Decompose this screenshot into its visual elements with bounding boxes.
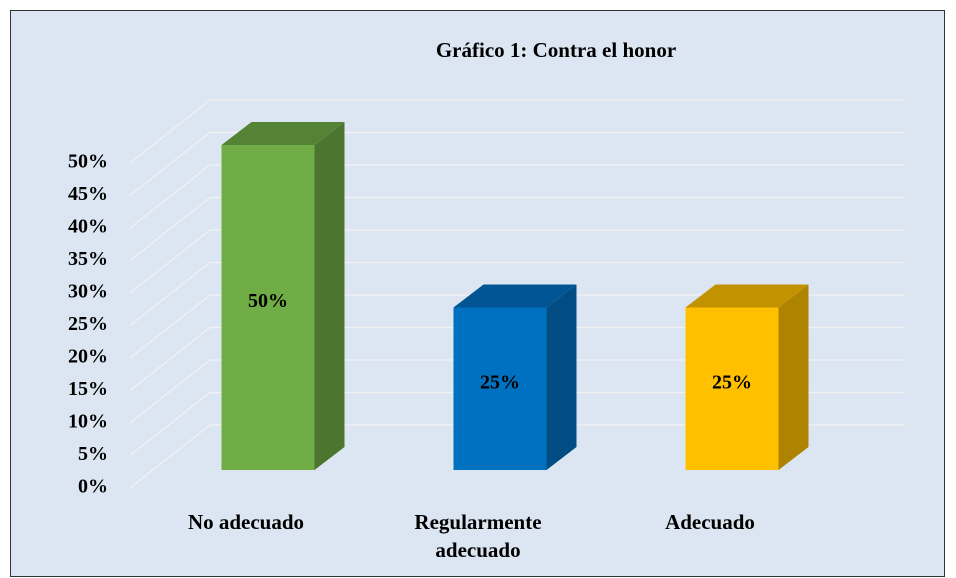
bar bbox=[221, 145, 315, 470]
y-tick-label: 35% bbox=[68, 248, 108, 270]
bar-top bbox=[221, 122, 345, 145]
bar-side bbox=[314, 122, 345, 470]
x-tick-label: Regularmente adecuado bbox=[414, 510, 542, 562]
y-tick-label: 5% bbox=[78, 443, 108, 465]
grid-line bbox=[129, 164, 211, 229]
grid-line bbox=[129, 132, 211, 196]
bar-top bbox=[685, 284, 809, 308]
grid-line bbox=[129, 294, 211, 359]
bar-top bbox=[453, 284, 577, 308]
grid-line bbox=[129, 99, 211, 164]
y-tick-label: 45% bbox=[68, 183, 108, 205]
grid-line bbox=[129, 359, 211, 424]
data-label: 25% bbox=[712, 371, 752, 393]
y-tick-label: 40% bbox=[68, 216, 108, 238]
bar bbox=[453, 307, 547, 470]
chart-title: Gráfico 1: Contra el honor bbox=[436, 38, 676, 62]
data-label: 25% bbox=[480, 371, 520, 393]
bar-side bbox=[546, 284, 577, 470]
y-tick-label: 0% bbox=[78, 476, 108, 498]
grid-line bbox=[129, 229, 211, 294]
grid-line bbox=[129, 262, 211, 326]
x-tick-label: Adecuado bbox=[665, 510, 755, 534]
y-tick-label: 20% bbox=[68, 346, 108, 368]
y-tick-label: 25% bbox=[68, 313, 108, 335]
bar-side bbox=[778, 284, 809, 470]
y-tick-label: 15% bbox=[68, 378, 108, 400]
grid-line bbox=[129, 424, 211, 489]
grid-line bbox=[129, 392, 211, 456]
grid-line bbox=[129, 327, 211, 391]
y-tick-label: 10% bbox=[68, 411, 108, 433]
grid-line bbox=[129, 197, 211, 261]
y-tick-label: 50% bbox=[68, 151, 108, 173]
bar bbox=[685, 307, 779, 470]
x-tick-label: No adecuado bbox=[187, 510, 305, 534]
y-tick-label: 30% bbox=[68, 281, 108, 303]
data-label: 50% bbox=[248, 290, 288, 312]
